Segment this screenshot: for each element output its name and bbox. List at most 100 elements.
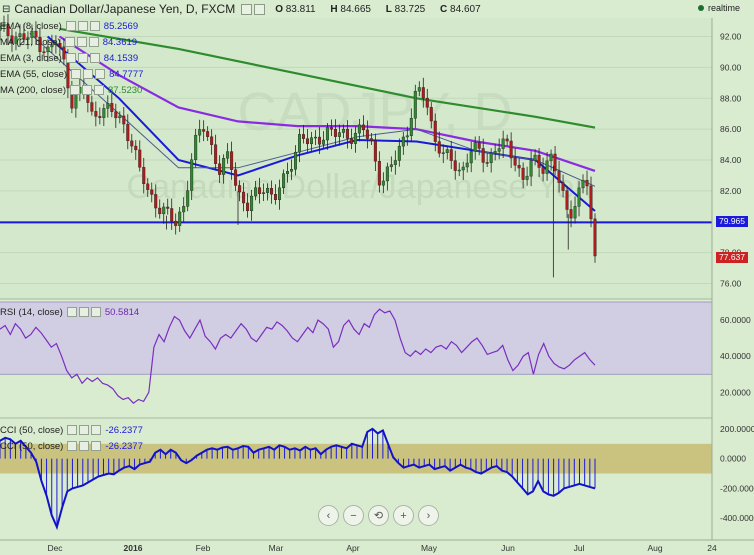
scroll-right-button[interactable]: › xyxy=(418,505,439,526)
candle-body xyxy=(98,116,102,118)
close-icon[interactable] xyxy=(89,21,100,31)
watermark-symbol: CADJPY, D xyxy=(237,82,512,142)
ma-line xyxy=(59,27,596,129)
legend-ma21[interactable]: MA (21, close) 84.3619 xyxy=(0,34,143,50)
settings-icon[interactable] xyxy=(241,3,253,15)
candle-body xyxy=(461,166,465,171)
candle-body xyxy=(429,107,433,122)
candle-body xyxy=(337,132,341,137)
candle-body xyxy=(373,140,377,162)
candle-body xyxy=(297,134,301,153)
candle-body xyxy=(62,46,66,60)
eye-icon[interactable] xyxy=(65,53,76,63)
candle-body xyxy=(166,206,170,209)
settings-icon[interactable] xyxy=(79,441,90,451)
candle-body xyxy=(585,179,589,187)
hide-icon[interactable] xyxy=(254,3,266,15)
settings-icon[interactable] xyxy=(79,425,90,435)
close-icon[interactable] xyxy=(90,307,101,317)
zoom-in-button[interactable]: + xyxy=(393,505,414,526)
rsi-band xyxy=(0,302,712,375)
candle-body xyxy=(381,180,385,186)
settings-icon[interactable] xyxy=(77,53,88,63)
close-icon[interactable] xyxy=(91,425,102,435)
candle-body xyxy=(569,209,573,219)
eye-icon[interactable] xyxy=(64,37,75,47)
legend-label: RSI (14, close) xyxy=(0,306,63,318)
candle-body xyxy=(573,206,577,219)
cci-line xyxy=(0,427,596,531)
candle-body xyxy=(18,33,22,38)
candle-body xyxy=(321,139,325,145)
legend-cci-2[interactable]: CCI (50, close) -26.2377 xyxy=(0,438,143,454)
candle-body xyxy=(401,136,405,147)
settings-icon[interactable] xyxy=(78,307,89,317)
settings-icon[interactable] xyxy=(82,85,92,95)
close-icon[interactable] xyxy=(95,69,106,79)
reset-button[interactable]: ⟲ xyxy=(368,505,389,526)
legend-cci[interactable]: CCI (50, close) -26.2377 xyxy=(0,422,143,438)
candle-body xyxy=(537,154,541,168)
candle-body xyxy=(46,46,50,53)
candle-body xyxy=(377,161,381,186)
legend-value: 84.3619 xyxy=(102,36,138,48)
eye-icon[interactable] xyxy=(67,425,78,435)
candle-body xyxy=(369,138,373,142)
candle-body xyxy=(549,153,553,162)
legend-label: MA (21, close) xyxy=(0,36,61,48)
candle-body xyxy=(469,151,473,164)
settings-icon[interactable] xyxy=(76,37,87,47)
candle-body xyxy=(561,182,565,191)
collapse-icon[interactable]: ⊟ xyxy=(2,3,11,15)
candle-body xyxy=(230,151,234,170)
candle-body xyxy=(206,131,210,137)
eye-icon[interactable] xyxy=(67,441,78,451)
scroll-left-button[interactable]: ‹ xyxy=(318,505,339,526)
eye-icon[interactable] xyxy=(71,69,82,79)
candle-body xyxy=(194,134,198,160)
price-tag-last: 77.637 xyxy=(716,252,748,264)
eye-icon[interactable] xyxy=(65,21,76,31)
candle-body xyxy=(198,129,202,136)
legend-ema55[interactable]: EMA (55, close) 84.7777 xyxy=(0,66,143,82)
zoom-out-button[interactable]: − xyxy=(343,505,364,526)
candle-body xyxy=(441,152,445,154)
eye-icon[interactable] xyxy=(70,85,80,95)
settings-icon[interactable] xyxy=(83,69,94,79)
candle-body xyxy=(102,108,106,118)
legend-label: CCI (50, close) xyxy=(0,440,64,452)
legend-rsi[interactable]: RSI (14, close) 50.5814 xyxy=(0,304,139,320)
candle-body xyxy=(134,145,138,151)
x-tick-label: Aug xyxy=(647,543,662,553)
candle-body xyxy=(138,149,142,168)
legend-ma200[interactable]: MA (200, close) 87.5230 xyxy=(0,82,143,98)
candle-body xyxy=(357,124,361,134)
candle-body xyxy=(90,102,94,112)
candle-body xyxy=(453,160,457,171)
candle-body xyxy=(30,30,34,38)
close-icon[interactable] xyxy=(89,53,100,63)
candle-body xyxy=(445,149,449,153)
eye-icon[interactable] xyxy=(66,307,77,317)
settings-icon[interactable] xyxy=(77,21,88,31)
candle-body xyxy=(182,206,186,213)
rsi-tick-label: 60.0000 xyxy=(720,315,751,325)
close-icon[interactable] xyxy=(91,441,102,451)
candle-body xyxy=(258,187,262,194)
legend-ema3[interactable]: EMA (3, close) 84.1539 xyxy=(0,50,143,66)
candle-body xyxy=(481,148,485,163)
cci-tick-label: -200.0000 xyxy=(720,483,754,493)
legend-ema8[interactable]: EMA (8, close) 85.2569 xyxy=(0,18,143,34)
candle-body xyxy=(449,149,453,161)
candle-body xyxy=(238,185,242,193)
ohlc-close: C 84.607 xyxy=(440,3,481,15)
candle-body xyxy=(274,194,278,200)
candle-body xyxy=(557,170,561,183)
x-tick-label: Mar xyxy=(269,543,284,553)
legend-value: 84.7777 xyxy=(109,68,144,80)
close-icon[interactable] xyxy=(94,85,104,95)
legend-value: -26.2377 xyxy=(105,424,143,436)
close-icon[interactable] xyxy=(88,37,99,47)
candle-body xyxy=(353,132,357,144)
candle-body xyxy=(413,91,417,119)
